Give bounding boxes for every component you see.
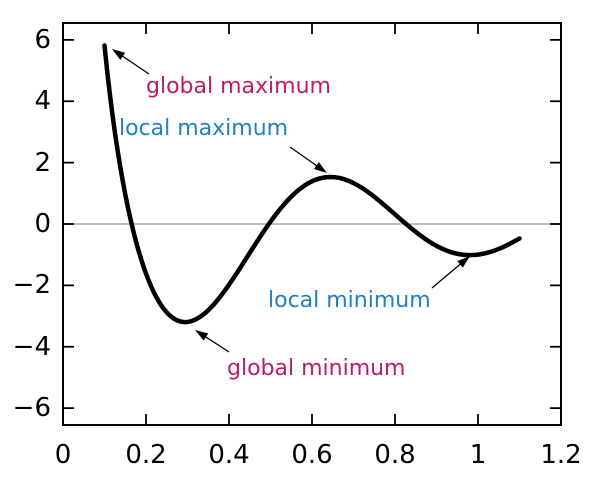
global-maximum-arrowhead xyxy=(112,49,126,60)
x-tick-label: 1 xyxy=(469,440,487,470)
annotation-global-minimum: global minimum xyxy=(227,356,406,381)
annotation-local-maximum: local maximum xyxy=(119,116,289,141)
y-tick-label: 0 xyxy=(34,209,51,239)
x-tick-label: 0 xyxy=(54,440,72,470)
y-tick-label: 4 xyxy=(34,86,51,117)
x-tick-label: 0.8 xyxy=(374,440,416,470)
local-maximum-arrow-line xyxy=(289,146,321,169)
local-minimum-arrowhead xyxy=(457,256,470,268)
y-tick-label: 6 xyxy=(34,24,51,55)
global-maximum-arrow-line xyxy=(118,52,150,75)
local-maximum-arrowhead xyxy=(313,162,327,173)
y-tick-label: −2 xyxy=(12,270,51,301)
function-curve xyxy=(102,43,522,325)
x-tick-label: 0.4 xyxy=(208,440,250,470)
x-tick-label: 1.2 xyxy=(540,440,582,470)
y-tick-label: −6 xyxy=(12,393,51,424)
y-tick-label: 2 xyxy=(34,147,51,178)
local-minimum-arrow-line xyxy=(431,260,465,289)
x-tick-label: 0.2 xyxy=(125,440,167,470)
annotation-global-maximum: global maximum xyxy=(146,74,331,99)
x-tick-label: 0.6 xyxy=(291,440,333,470)
y-tick-label: −4 xyxy=(12,331,51,362)
global-minimum-arrowhead xyxy=(195,330,209,341)
annotation-local-minimum: local minimum xyxy=(268,288,431,313)
global-minimum-arrow-line xyxy=(201,333,230,353)
